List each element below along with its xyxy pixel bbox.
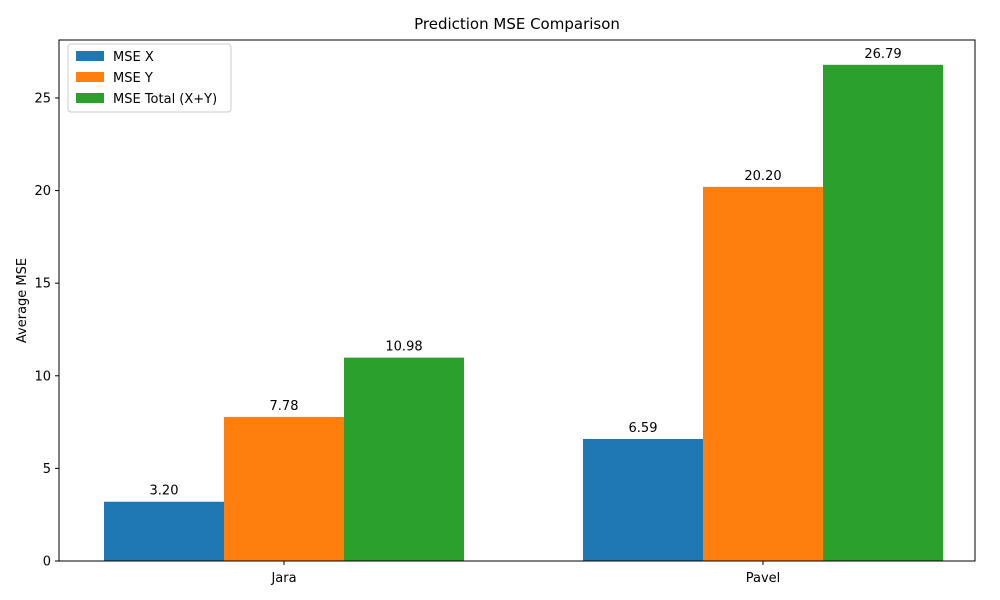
bar-value-label: 26.79 <box>864 47 901 62</box>
legend-swatch <box>76 51 104 61</box>
legend-item: MSE X <box>76 50 154 65</box>
legend-item: MSE Y <box>76 71 153 86</box>
y-tick-label: 0 <box>43 555 51 570</box>
y-tick-label: 20 <box>34 184 51 199</box>
x-tick-label: Jara <box>270 571 296 586</box>
bar-pavel-0 <box>583 438 703 561</box>
axes: 0 5 10 15 20 25 Jara Pavel <box>34 39 976 586</box>
series-mse-total-x-y <box>344 64 943 562</box>
legend-label: MSE X <box>113 50 154 65</box>
x-tick-label: Pavel <box>746 571 781 586</box>
bar-pavel-2 <box>823 64 943 562</box>
bars-layer <box>104 64 943 562</box>
bar-value-labels: 3.20 6.59 7.78 20.20 10.98 26.79 <box>150 47 902 499</box>
plot-frame <box>58 39 976 562</box>
legend-item: MSE Total (X+Y) <box>76 92 217 107</box>
y-tick-label: 5 <box>43 462 51 477</box>
bar-value-label: 3.20 <box>150 484 179 499</box>
series-mse-x <box>104 438 703 561</box>
y-tick-label: 25 <box>34 91 51 106</box>
y-axis-label: Average MSE <box>15 258 30 343</box>
bar-jara-1 <box>224 416 344 561</box>
bar-jara-2 <box>344 357 464 561</box>
legend-label: MSE Y <box>113 71 153 86</box>
legend-swatch <box>76 93 104 103</box>
legend-swatch <box>76 72 104 82</box>
series-mse-y <box>224 186 823 561</box>
chart-title: Prediction MSE Comparison <box>414 15 620 33</box>
bar-value-label: 7.78 <box>270 399 299 414</box>
bar-pavel-1 <box>703 186 823 561</box>
y-tick-label: 15 <box>34 277 51 292</box>
bar-value-label: 20.20 <box>744 169 781 184</box>
legend: MSE X MSE Y MSE Total (X+Y) <box>67 43 232 113</box>
bar-value-label: 6.59 <box>629 421 658 436</box>
bar-value-label: 10.98 <box>385 340 422 355</box>
legend-box <box>67 43 232 113</box>
legend-label: MSE Total (X+Y) <box>113 92 217 107</box>
bar-jara-0 <box>104 501 224 561</box>
y-tick-label: 10 <box>34 369 51 384</box>
